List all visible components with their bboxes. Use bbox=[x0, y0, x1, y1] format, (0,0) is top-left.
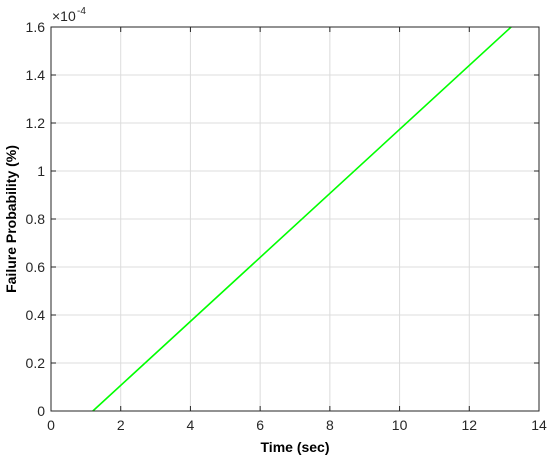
y-tick-label: 0.2 bbox=[26, 355, 46, 371]
x-tick-label: 6 bbox=[256, 417, 264, 433]
x-tick-label: 14 bbox=[531, 417, 547, 433]
y-tick-label: 1 bbox=[37, 163, 45, 179]
y-tick-label: 0 bbox=[37, 403, 45, 419]
x-axis-ticks: 0 2 4 6 8 10 12 14 bbox=[47, 27, 547, 433]
y-tick-label: 1.4 bbox=[26, 67, 46, 83]
series-layer bbox=[92, 26, 512, 412]
x-tick-label: 4 bbox=[187, 417, 195, 433]
y-tick-label: 1.6 bbox=[26, 19, 46, 35]
y-tick-label: 0.4 bbox=[26, 307, 46, 323]
x-tick-label: 2 bbox=[117, 417, 125, 433]
grid bbox=[51, 27, 539, 411]
series-line-0 bbox=[92, 26, 512, 412]
y-tick-label: 1.2 bbox=[26, 115, 46, 131]
y-tick-label: 0.8 bbox=[26, 211, 46, 227]
x-tick-label: 8 bbox=[326, 417, 334, 433]
x-tick-label: 0 bbox=[47, 417, 55, 433]
y-multiplier-base: ×10 bbox=[52, 8, 76, 24]
y-axis-ticks: 0 0.2 0.4 0.6 0.8 1 1.2 1.4 1.6 bbox=[26, 19, 539, 419]
x-tick-label: 12 bbox=[461, 417, 477, 433]
x-axis-label: Time (sec) bbox=[261, 439, 330, 455]
x-tick-label: 10 bbox=[392, 417, 408, 433]
y-multiplier-exponent: -4 bbox=[77, 6, 86, 17]
y-tick-label: 0.6 bbox=[26, 259, 46, 275]
y-axis-label: Failure Probability (%) bbox=[3, 145, 19, 293]
